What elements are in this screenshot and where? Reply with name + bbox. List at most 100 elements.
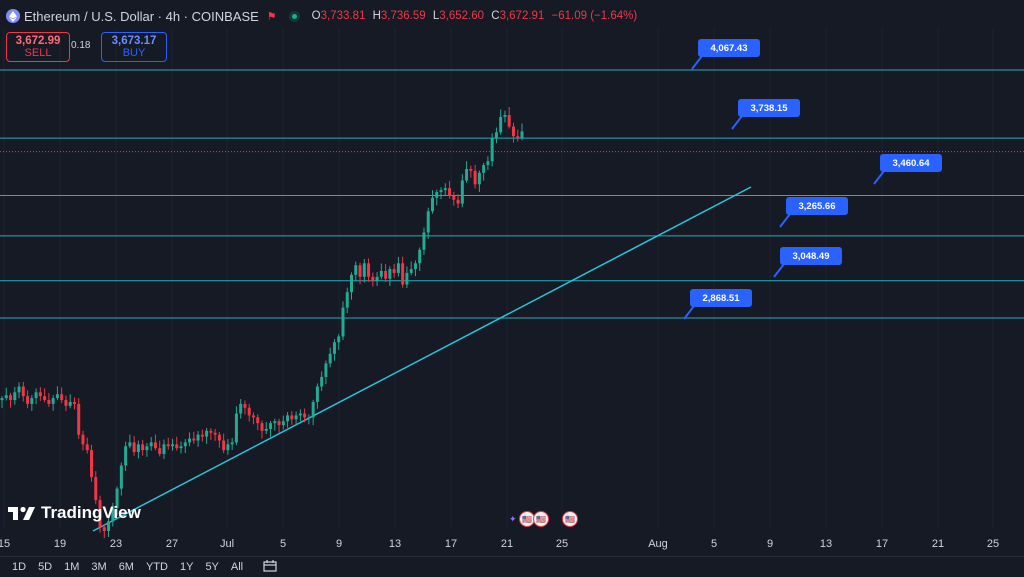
timeframe-ytd[interactable]: YTD	[145, 561, 168, 573]
timeframe-5d[interactable]: 5D	[38, 561, 53, 573]
candle-body	[345, 292, 349, 308]
timeframe-1y[interactable]: 1Y	[179, 561, 194, 573]
candle-body	[422, 232, 426, 250]
candle-body	[490, 138, 494, 162]
candle-body	[328, 353, 332, 364]
level-callout[interactable]: 4,067.43	[698, 39, 760, 57]
candle-body	[358, 265, 362, 277]
horizontal-levels[interactable]	[0, 69, 1024, 319]
candle-body	[256, 417, 260, 424]
candle-body	[47, 400, 51, 404]
candle-body	[367, 263, 371, 277]
candle-body	[371, 276, 375, 281]
candle-body	[115, 488, 119, 508]
candle-body	[213, 432, 217, 435]
candle-body	[81, 434, 85, 445]
timeframe-6m[interactable]: 6M	[118, 561, 134, 573]
sell-button[interactable]: 3,672.99 SELL	[6, 32, 70, 62]
candle-body	[183, 442, 187, 447]
timeframe-1d[interactable]: 1D	[12, 561, 27, 573]
candle-body	[486, 161, 490, 166]
candle-body	[409, 269, 413, 273]
candle-body	[426, 211, 430, 233]
candle-body	[290, 415, 294, 420]
x-tick: 25	[555, 538, 569, 550]
candle-body	[396, 263, 400, 273]
time-axis[interactable]: 15 19 23 27 Jul 5 9 13 17 21 25 Aug 5 9 …	[0, 528, 1024, 554]
symbol-header[interactable]: Ethereum / U.S. Dollar · 4h · COINBASE ⚑…	[0, 0, 641, 32]
level-callout[interactable]: 3,738.15	[738, 99, 800, 117]
candle-body	[503, 115, 507, 117]
sell-price: 3,672.99	[15, 35, 61, 47]
flag-icon[interactable]: ⚑	[266, 10, 277, 23]
candle-body	[111, 507, 115, 522]
candle-body	[482, 165, 486, 173]
candle-body	[51, 398, 55, 404]
candle-body	[192, 438, 196, 441]
sell-label: SELL	[24, 47, 52, 59]
market-status-icon[interactable]	[288, 10, 300, 22]
ohlc-change-value: −61.09 (−1.64%)	[551, 10, 638, 22]
candle-body	[124, 446, 128, 466]
ohlc-open-key: O	[311, 10, 321, 22]
tradingview-logo[interactable]: TradingView	[8, 503, 141, 523]
candle-body	[205, 430, 209, 437]
candle-body	[239, 403, 243, 414]
candle-body	[337, 336, 341, 343]
candle-body	[136, 444, 140, 453]
candle-body	[443, 188, 447, 191]
candle-body	[307, 417, 311, 419]
candle-body	[234, 413, 238, 443]
candle-body	[324, 363, 328, 377]
candle-body	[320, 376, 324, 387]
x-tick: 13	[388, 538, 402, 550]
event-marker[interactable]: 🇺🇸	[562, 511, 578, 527]
candle-body	[222, 440, 226, 451]
tradingview-logo-icon	[8, 506, 35, 520]
candle-body	[311, 401, 315, 418]
candle-body	[107, 521, 111, 531]
timeframe-1m[interactable]: 1M	[64, 561, 80, 573]
candle-body	[375, 276, 379, 281]
level-callout[interactable]: 3,460.64	[880, 154, 942, 172]
candle-body	[243, 403, 247, 408]
trendline[interactable]	[92, 186, 752, 532]
level-callout[interactable]: 3,265.66	[786, 197, 848, 215]
x-tick: 9	[335, 538, 343, 550]
level-callout[interactable]: 3,048.49	[780, 247, 842, 265]
x-tick: Aug	[648, 538, 668, 550]
ohlc-low-key: L	[432, 10, 440, 22]
event-marker[interactable]: 🇺🇸	[533, 511, 549, 527]
candle-body	[209, 430, 213, 433]
candle-body	[460, 180, 464, 204]
timeframe-5y[interactable]: 5Y	[205, 561, 219, 573]
timeframe-3m[interactable]: 3M	[91, 561, 107, 573]
level-callout[interactable]: 2,868.51	[690, 289, 752, 307]
symbol-title[interactable]: Ethereum / U.S. Dollar · 4h · COINBASE	[24, 8, 259, 24]
candle-body	[21, 386, 25, 397]
candle-body	[4, 395, 8, 399]
candle-body	[90, 450, 94, 478]
candle-body	[55, 394, 59, 399]
candle-body	[401, 263, 405, 285]
buy-button[interactable]: 3,673.17 BUY	[101, 32, 167, 62]
callout-connector	[691, 55, 703, 70]
candle-body	[43, 396, 47, 401]
candle-body	[72, 401, 76, 404]
timeframe-all[interactable]: All	[230, 561, 244, 573]
ohlc-close-key: C	[491, 10, 500, 22]
candle-body	[473, 170, 477, 185]
candle-body	[200, 434, 204, 437]
spread-value: 0.18	[71, 40, 91, 51]
candle-body	[196, 434, 200, 441]
candle-body	[341, 307, 345, 337]
calendar-icon[interactable]	[263, 559, 277, 575]
x-tick: 27	[165, 538, 179, 550]
x-tick: 17	[444, 538, 458, 550]
candle-body	[511, 126, 515, 137]
candle-body	[273, 421, 277, 424]
ohlc-high-key: H	[372, 10, 381, 22]
x-tick: 21	[500, 538, 514, 550]
sparkle-icon: ✦	[509, 514, 517, 524]
